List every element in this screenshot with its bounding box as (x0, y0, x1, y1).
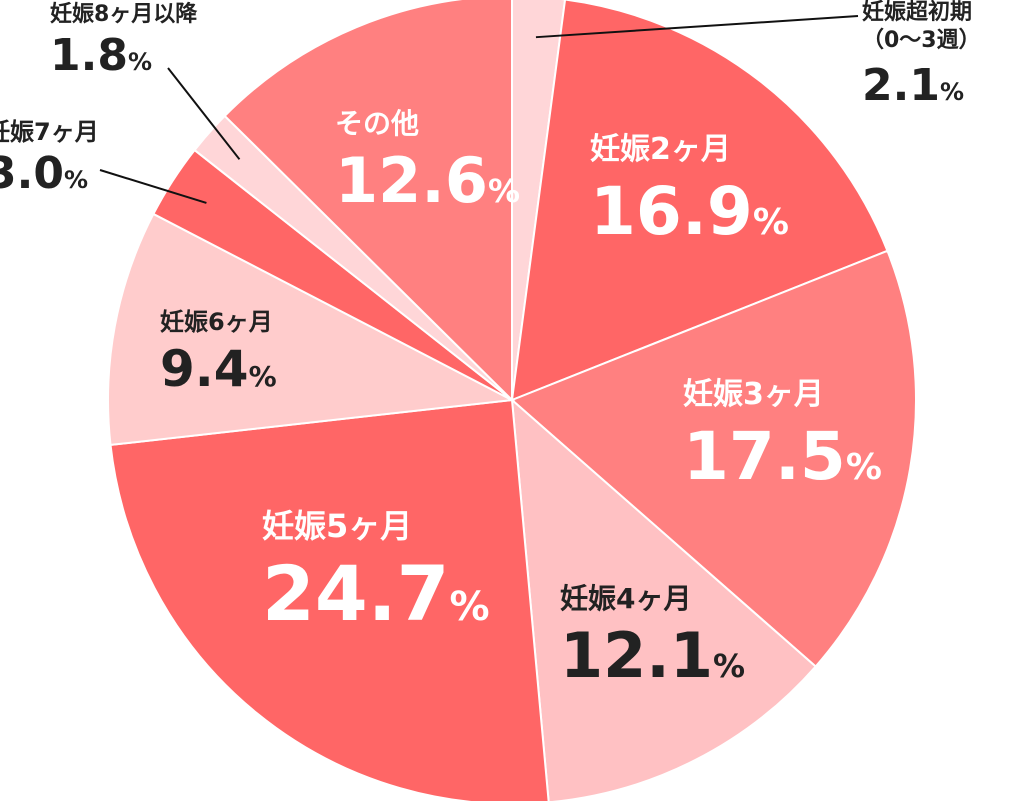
leader-line-month7 (99, 169, 207, 204)
pie-slice-8 (223, 0, 513, 403)
label-month5: 妊娠5ヶ月 24.7% (262, 507, 490, 638)
pie-slice-5 (107, 212, 516, 447)
pie-slice-1 (510, 0, 889, 402)
label-month8-plus: 妊娠8ヶ月以降 1.8% (50, 2, 198, 81)
pie-slice-3 (510, 397, 818, 801)
label-month7: 妊娠7ヶ月 3.0% (0, 118, 99, 199)
pie-slice-4 (109, 398, 550, 801)
label-month3: 妊娠3ヶ月 17.5% (683, 377, 882, 495)
label-month4: 妊娠4ヶ月 12.1% (560, 582, 746, 692)
pie-slice-2 (510, 249, 917, 668)
label-month2: 妊娠2ヶ月 16.9% (590, 132, 789, 250)
leader-line-month8-plus (167, 67, 241, 160)
label-month6: 妊娠6ヶ月 9.4% (160, 308, 277, 398)
label-other: その他 12.6% (335, 107, 521, 217)
leader-line-week0-3 (535, 15, 859, 39)
label-week0-3: 妊娠超初期 （0〜3週） 2.1% (862, 0, 981, 111)
